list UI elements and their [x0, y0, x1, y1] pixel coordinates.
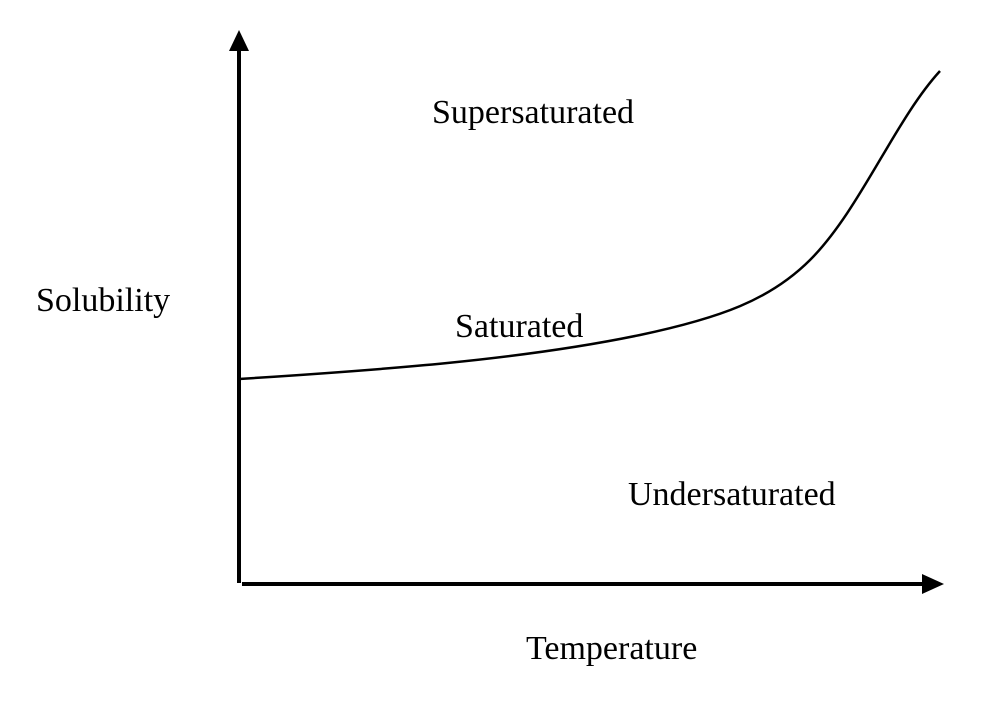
saturation-curve: [238, 70, 941, 381]
y-axis-label: Solubility: [36, 282, 171, 319]
saturated-label: Saturated: [455, 308, 584, 345]
undersaturated-label: Undersaturated: [628, 476, 836, 513]
y-axis-arrow-icon: [229, 30, 249, 51]
x-axis-label: Temperature: [526, 630, 698, 667]
supersaturated-label: Supersaturated: [432, 94, 635, 131]
x-axis-arrow-icon: [922, 574, 944, 594]
